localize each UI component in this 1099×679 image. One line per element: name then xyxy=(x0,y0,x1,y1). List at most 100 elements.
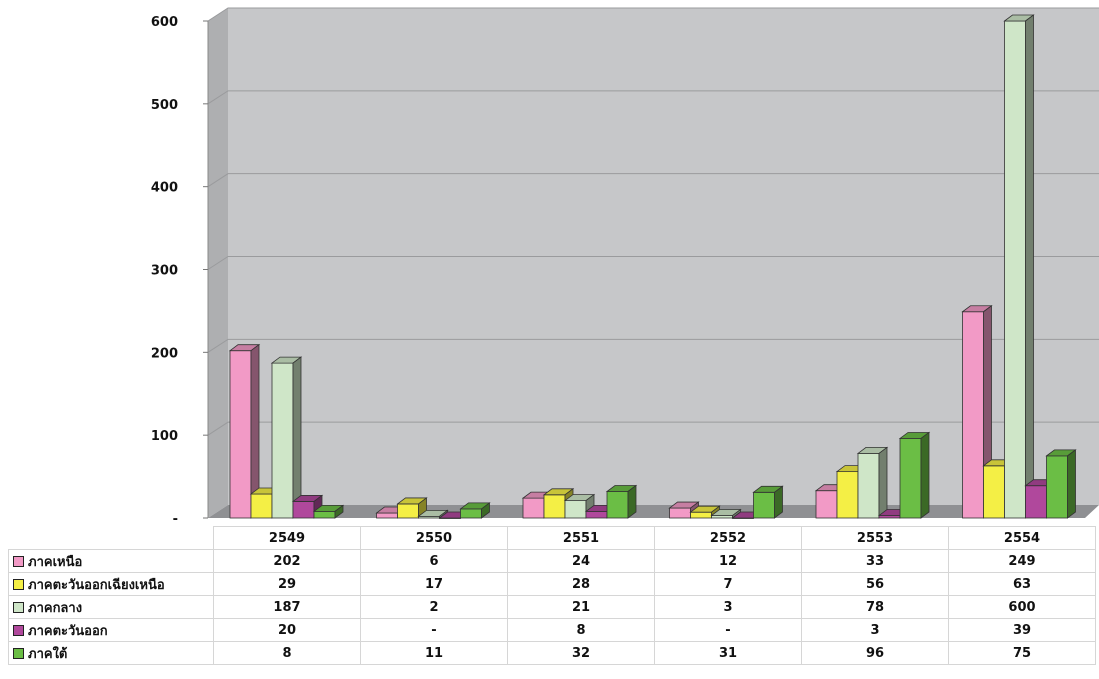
table-cell: 11 xyxy=(361,642,508,665)
legend-swatch xyxy=(13,648,24,659)
table-cell: 33 xyxy=(802,550,949,573)
bar-front xyxy=(544,495,565,518)
bar-front xyxy=(586,511,607,518)
bar-front xyxy=(230,351,251,518)
table-cell: 28 xyxy=(508,573,655,596)
bar xyxy=(272,357,301,518)
bar xyxy=(461,503,490,518)
table-row: ภาคตะวันออก 20-8-3 39 xyxy=(9,619,1096,642)
bar-front xyxy=(377,513,398,518)
table-cell: 20 xyxy=(214,619,361,642)
bar xyxy=(900,432,929,518)
series-label: ภาคใต้ xyxy=(9,642,214,665)
bar-front xyxy=(691,512,712,518)
bar-front xyxy=(1047,456,1068,518)
table-cell: 56 xyxy=(802,573,949,596)
series-label: ภาคเหนือ xyxy=(9,550,214,573)
table-cell: 8 xyxy=(214,642,361,665)
table-cell: 6 xyxy=(361,550,508,573)
bar xyxy=(1047,450,1076,518)
bar-front xyxy=(754,492,775,518)
bar-front xyxy=(461,509,482,518)
category-label: 2554 xyxy=(949,527,1096,550)
bar-side xyxy=(921,432,929,518)
y-tick-label: 400 xyxy=(151,181,178,196)
bar-front xyxy=(670,508,691,518)
table-cell: 7 xyxy=(655,573,802,596)
series-name: ภาคตะวันออกเฉียงเหนือ xyxy=(28,578,165,593)
bar-front xyxy=(523,498,544,518)
legend-swatch xyxy=(13,579,24,590)
bar-front xyxy=(963,312,984,518)
table-cell: 24 xyxy=(508,550,655,573)
category-label: 2552 xyxy=(655,527,802,550)
table-body: ภาคเหนือ 202 6 24 12 33 249 ภาคตะวันออกเฉียงเหน… xyxy=(9,550,1096,665)
y-tick-label: 100 xyxy=(151,429,178,444)
table-cell: 2 xyxy=(361,596,508,619)
bar-side xyxy=(775,486,783,518)
bar-side xyxy=(1068,450,1076,518)
table-cell: 600 xyxy=(949,596,1096,619)
category-label: 2549 xyxy=(214,527,361,550)
category-header-row: 2549 2550 2551 2552 2553 2554 xyxy=(9,527,1096,550)
table-cell: 21 xyxy=(508,596,655,619)
series-label: ภาคตะวันออกเฉียงเหนือ xyxy=(9,573,214,596)
bar-front xyxy=(816,491,837,518)
bar xyxy=(607,485,636,518)
bar-front xyxy=(272,363,293,518)
series-label: ภาคตะวันออก xyxy=(9,619,214,642)
bar-front xyxy=(1005,21,1026,518)
table-cell: 63 xyxy=(949,573,1096,596)
table-cell: 31 xyxy=(655,642,802,665)
bar-front xyxy=(398,504,419,518)
table-cell: 3 xyxy=(655,596,802,619)
bar-front xyxy=(293,501,314,518)
table-cell: 3 xyxy=(802,619,949,642)
y-tick-label: 600 xyxy=(151,15,178,30)
table-cell: 187 xyxy=(214,596,361,619)
table-corner xyxy=(9,527,214,550)
bar-front xyxy=(837,472,858,518)
table-cell: - xyxy=(655,619,802,642)
series-name: ภาคใต้ xyxy=(28,647,67,662)
legend-swatch xyxy=(13,602,24,613)
table-row: ภาคตะวันออกเฉียงเหนือ 29 17 28 7 56 63 xyxy=(9,573,1096,596)
table-cell: 29 xyxy=(214,573,361,596)
bar-front xyxy=(607,491,628,518)
table-cell: - xyxy=(361,619,508,642)
table-cell: 202 xyxy=(214,550,361,573)
y-tick-label: 300 xyxy=(151,264,178,279)
table-cell: 75 xyxy=(949,642,1096,665)
bar-front xyxy=(858,453,879,518)
bar-side xyxy=(1026,15,1034,518)
bar-side xyxy=(293,357,301,518)
bar-front xyxy=(984,466,1005,518)
bar-front xyxy=(251,494,272,518)
bar-front xyxy=(314,511,335,518)
legend-swatch xyxy=(13,625,24,636)
table-row: ภาคใต้ 8 11 32 31 96 75 xyxy=(9,642,1096,665)
bar xyxy=(858,447,887,518)
y-tick-label: - xyxy=(173,512,178,526)
series-name: ภาคตะวันออก xyxy=(28,624,108,639)
bar-front xyxy=(565,501,586,518)
table-cell: 12 xyxy=(655,550,802,573)
series-label: ภาคกลาง xyxy=(9,596,214,619)
bar-side xyxy=(628,485,636,518)
legend-swatch xyxy=(13,556,24,567)
bar-chart: - 100 200 300 400 500 600 xyxy=(0,0,1099,526)
series-name: ภาคเหนือ xyxy=(28,555,82,570)
table-cell: 39 xyxy=(949,619,1096,642)
bar-side xyxy=(879,447,887,518)
category-label: 2553 xyxy=(802,527,949,550)
category-label: 2551 xyxy=(508,527,655,550)
table-cell: 96 xyxy=(802,642,949,665)
y-tick-label: 500 xyxy=(151,98,178,113)
bar xyxy=(1005,15,1034,518)
table-row: ภาคเหนือ 202 6 24 12 33 249 xyxy=(9,550,1096,573)
table-cell: 78 xyxy=(802,596,949,619)
table-cell: 32 xyxy=(508,642,655,665)
series-name: ภาคกลาง xyxy=(28,601,82,616)
data-table: 2549 2550 2551 2552 2553 2554 ภาคเหนือ 20… xyxy=(8,526,1096,665)
category-label: 2550 xyxy=(361,527,508,550)
